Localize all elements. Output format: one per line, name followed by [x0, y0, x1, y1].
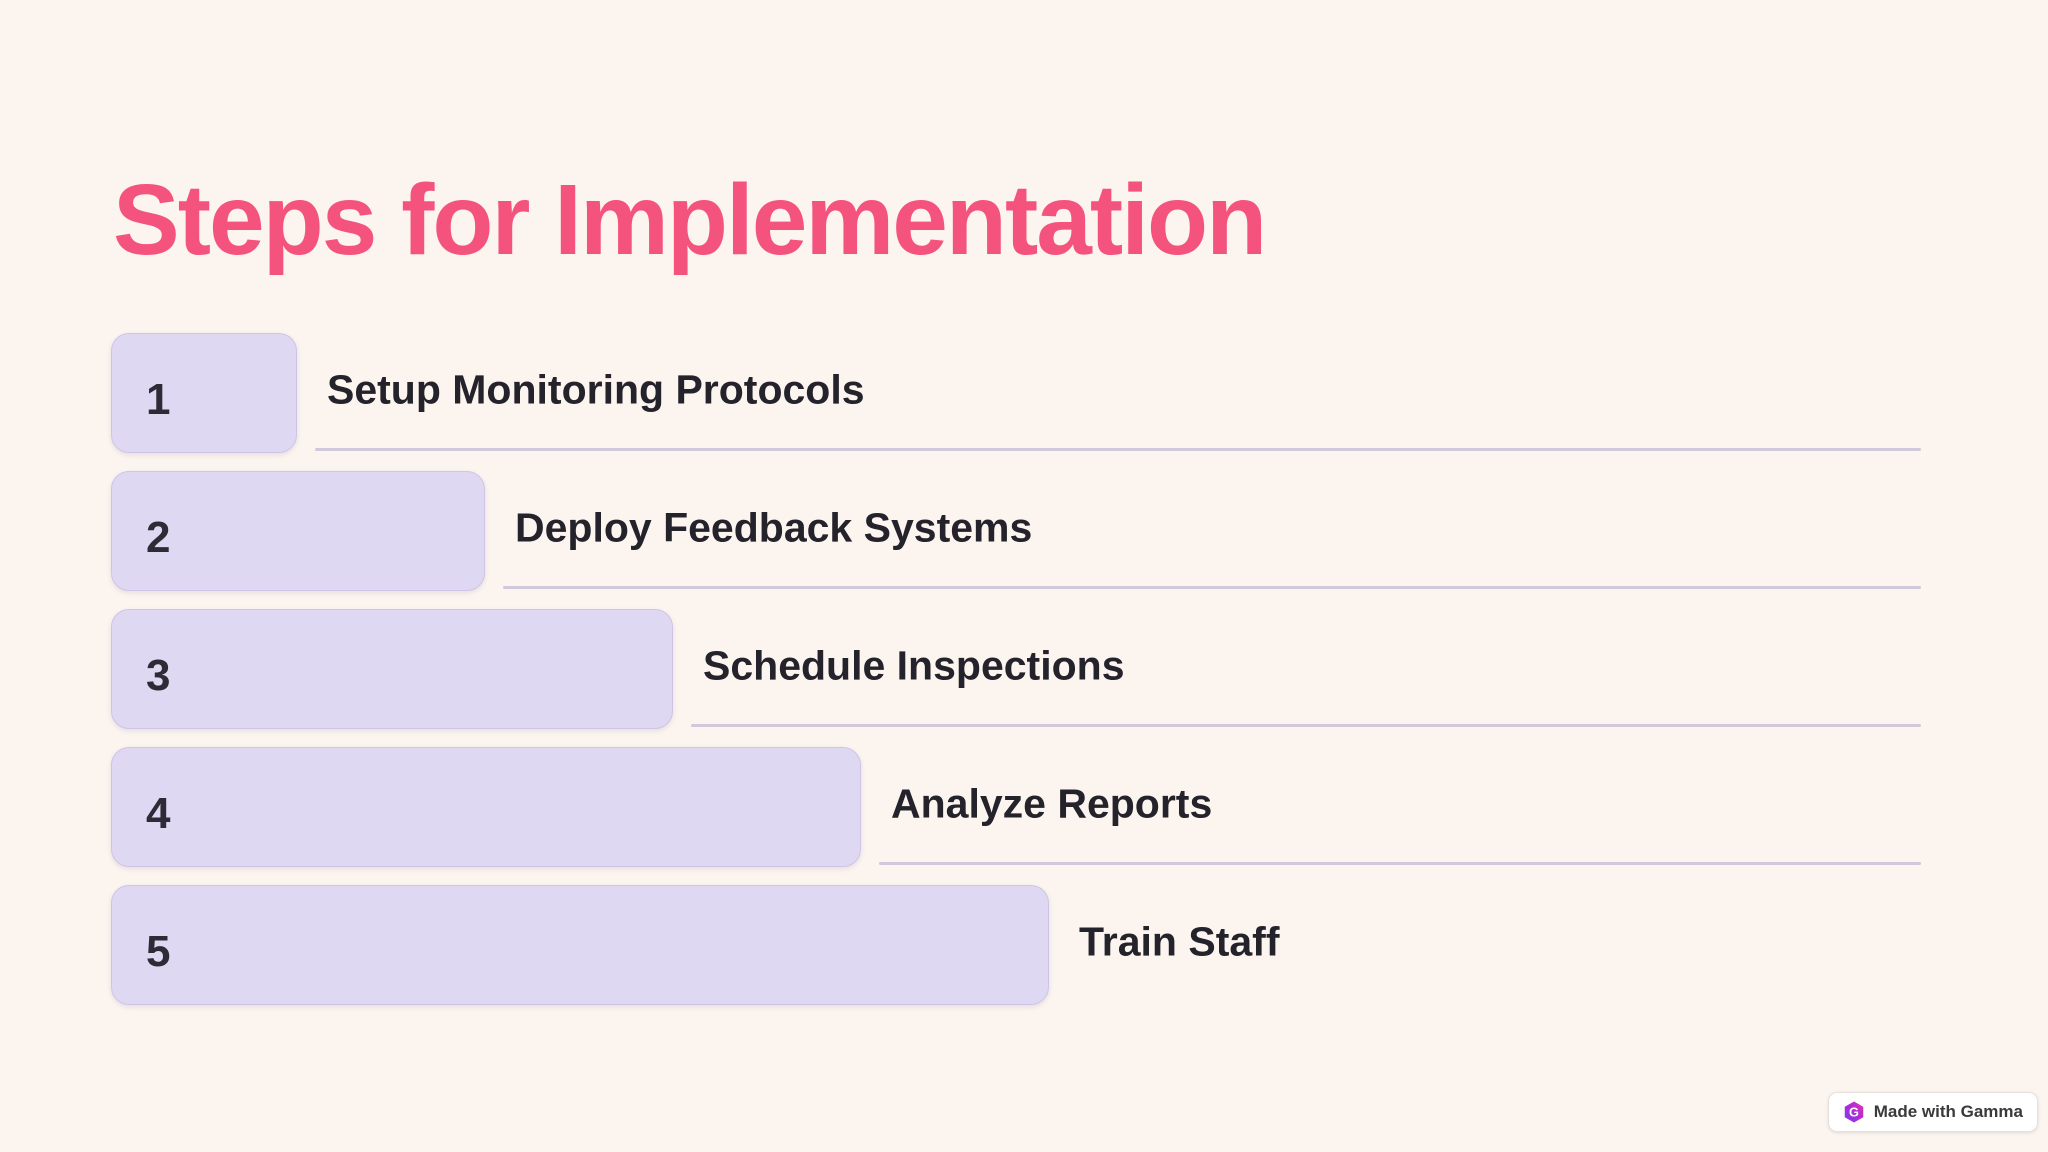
step-underline: [879, 862, 1921, 865]
svg-text:G: G: [1849, 1104, 1859, 1119]
step-label: Analyze Reports: [891, 780, 1213, 827]
step-label: Deploy Feedback Systems: [515, 504, 1033, 551]
step-bar-4: 4: [111, 747, 861, 867]
step-underline: [315, 448, 1921, 451]
step-underline: [503, 586, 1921, 589]
step-row-4: 4 Analyze Reports: [111, 747, 1921, 867]
step-number: 3: [146, 651, 171, 700]
step-bar-3: 3: [111, 609, 673, 729]
step-label: Train Staff: [1079, 918, 1280, 965]
gamma-logo-icon: G: [1844, 1101, 1863, 1123]
step-row-2: 2 Deploy Feedback Systems: [111, 471, 1921, 591]
step-number: 5: [146, 927, 171, 976]
steps-diagram: 1 Setup Monitoring Protocols 2 Deploy Fe…: [111, 333, 1921, 1023]
step-label: Setup Monitoring Protocols: [327, 366, 865, 413]
step-number: 1: [146, 375, 171, 424]
step-bar-2: 2: [111, 471, 485, 591]
step-number: 2: [146, 513, 171, 562]
step-bar-1: 1: [111, 333, 297, 453]
page-title: Steps for Implementation: [113, 164, 1267, 276]
step-row-3: 3 Schedule Inspections: [111, 609, 1921, 729]
step-row-5: 5 Train Staff: [111, 885, 1921, 1005]
step-underline: [691, 724, 1921, 727]
made-with-gamma-badge[interactable]: G Made with Gamma: [1827, 1092, 2038, 1132]
step-bar-5: 5: [111, 885, 1049, 1005]
step-row-1: 1 Setup Monitoring Protocols: [111, 333, 1921, 453]
step-number: 4: [146, 789, 171, 838]
badge-label: Made with Gamma: [1873, 1102, 2023, 1121]
step-label: Schedule Inspections: [703, 642, 1125, 689]
